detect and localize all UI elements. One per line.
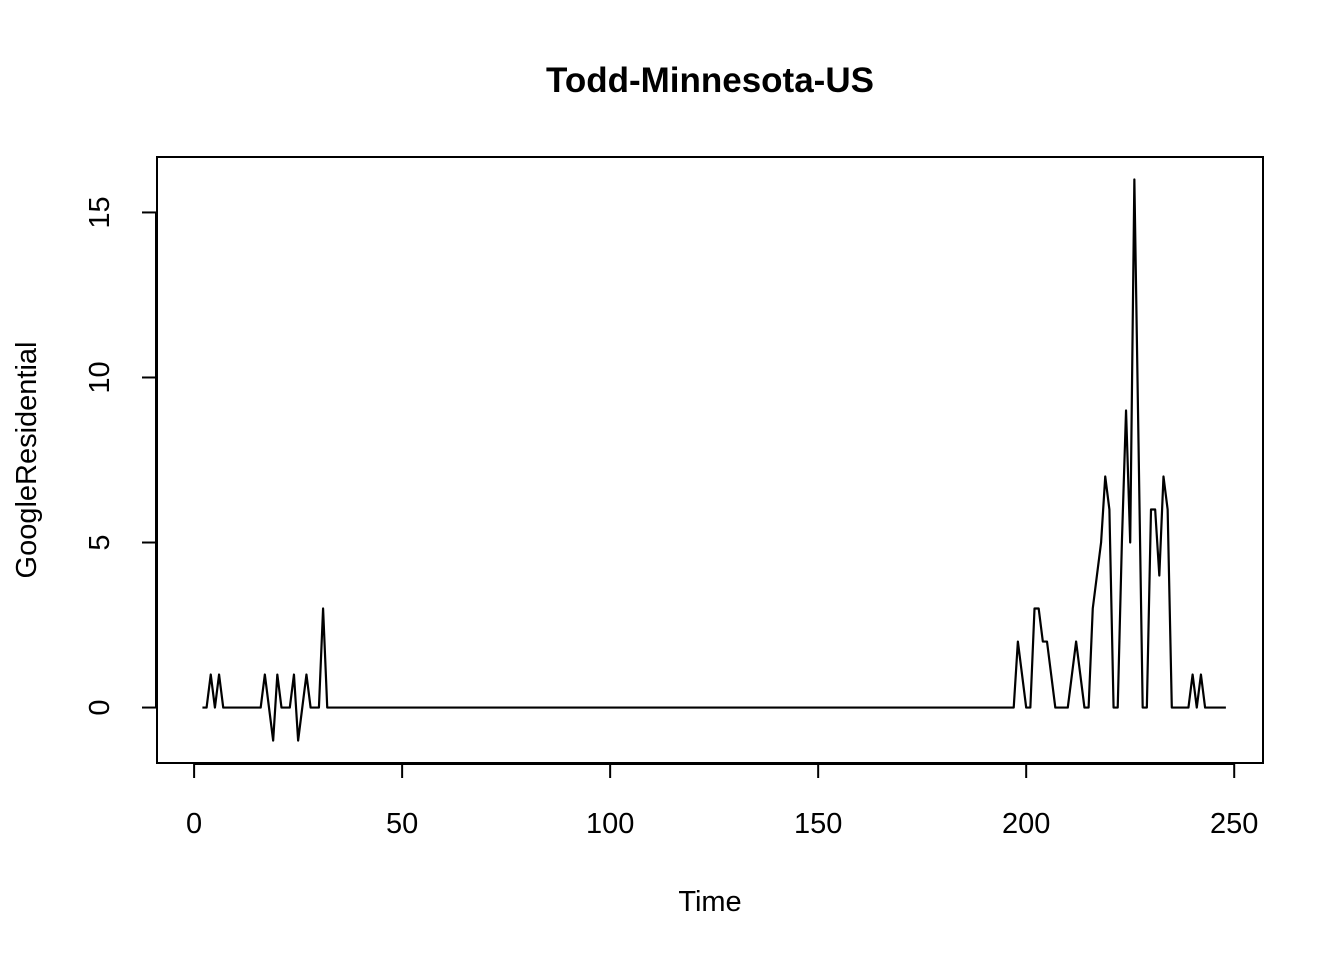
x-axis-label: Time [678,886,741,918]
plot-frame [156,156,1264,764]
y-axis-label: GoogleResidential [11,342,43,579]
x-axis: 0 50 100 150 200 250 [186,763,1258,840]
y-tick-label: 5 [84,534,116,550]
y-axis: 0 5 10 15 [84,196,157,716]
x-tick-label: 0 [186,808,202,840]
x-tick-label: 250 [1210,808,1258,840]
series-line [202,178,1226,742]
chart-title: Todd-Minnesota-US [546,61,874,100]
y-tick-label: 10 [84,361,116,393]
x-tick-label: 150 [794,808,842,840]
y-tick-label: 0 [84,699,116,715]
x-tick-label: 100 [586,808,634,840]
x-tick-label: 50 [386,808,418,840]
y-tick-label: 15 [84,196,116,228]
series-layer [202,178,1226,742]
x-tick-label: 200 [1002,808,1050,840]
